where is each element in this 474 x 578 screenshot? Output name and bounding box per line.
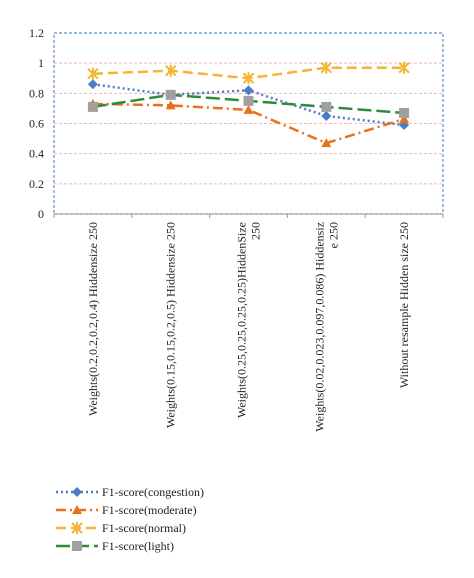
legend-label: F1-score(normal) — [102, 521, 186, 535]
data-point-marker — [399, 113, 410, 123]
data-point-marker — [242, 72, 255, 85]
data-point-marker — [71, 522, 83, 534]
x-category-label: Weights(0.02,0.023,0.097,0.086) Hiddensi… — [312, 222, 340, 432]
x-category-label-line: 250 — [249, 222, 263, 240]
x-category-label-line: Weights(0.2,0.2,0.2,0.4) Hiddensize 250 — [86, 222, 100, 416]
data-point-marker — [398, 61, 410, 74]
series — [87, 89, 410, 118]
data-point-marker — [321, 101, 332, 112]
legend-label: F1-score(congestion) — [102, 485, 204, 499]
x-category-labels: Weights(0.2,0.2,0.2,0.4) Hiddensize 250 W… — [86, 222, 411, 432]
y-tick-label: 0.6 — [29, 117, 44, 131]
data-point-marker — [243, 104, 254, 114]
data-point-marker — [164, 64, 177, 77]
data-point-marker — [243, 85, 254, 96]
y-tick-labels: 0 0.2 0.4 0.6 0.8 1 1.2 — [29, 26, 44, 221]
legend-item: F1-score(congestion) — [56, 485, 204, 499]
x-category-label: Weights(0.15,0.15,0.2,0.5) Hiddensize 25… — [164, 222, 178, 428]
legend: F1-score(congestion) F1-score(moderate) F1… — [56, 485, 204, 553]
data-point-marker — [72, 505, 82, 514]
x-category-label: Weights(0.25,0.25,0.25,0.25)HiddenSize 25… — [235, 222, 263, 418]
axes — [53, 32, 444, 218]
x-category-label-line: Weights(0.15,0.15,0.2,0.5) Hiddensize 25… — [164, 222, 178, 428]
data-point-marker — [320, 61, 333, 74]
y-tick-label: 1.2 — [29, 26, 44, 40]
data-point-marker — [321, 110, 332, 121]
legend-item: F1-score(moderate) — [56, 503, 197, 517]
x-category-label: Weights(0.2,0.2,0.2,0.4) Hiddensize 250 — [86, 222, 100, 416]
data-point-marker — [321, 138, 332, 148]
data-point-marker — [87, 101, 98, 112]
y-tick-label: 0 — [38, 207, 44, 221]
data-point-marker — [165, 89, 176, 100]
data-point-marker — [72, 487, 82, 497]
data-point-marker — [87, 79, 98, 90]
legend-label: F1-score(moderate) — [102, 503, 197, 517]
y-tick-label: 0.4 — [29, 147, 44, 161]
legend-label: F1-score(light) — [102, 539, 174, 553]
x-category-label-line: Without resample Hidden size 250 — [397, 222, 411, 388]
data-point-marker — [87, 67, 99, 80]
series-layer — [87, 61, 410, 148]
x-category-label: Without resample Hidden size 250 — [397, 222, 411, 388]
x-category-label-line: Weights(0.25,0.25,0.25,0.25)HiddenSize — [235, 222, 249, 418]
x-category-label-line: Weights(0.02,0.023,0.097,0.086) Hiddensi… — [312, 222, 326, 432]
y-tick-label: 0.8 — [29, 86, 44, 100]
y-tick-label: 1 — [38, 56, 44, 70]
data-point-marker — [165, 100, 176, 110]
data-point-marker — [243, 95, 254, 106]
data-point-marker — [399, 107, 410, 118]
series — [87, 61, 410, 85]
legend-item: F1-score(normal) — [56, 521, 186, 535]
legend-item: F1-score(light) — [56, 539, 174, 553]
data-point-marker — [72, 541, 82, 551]
x-category-label-line: e 250 — [326, 222, 340, 248]
y-tick-label: 0.2 — [29, 177, 44, 191]
